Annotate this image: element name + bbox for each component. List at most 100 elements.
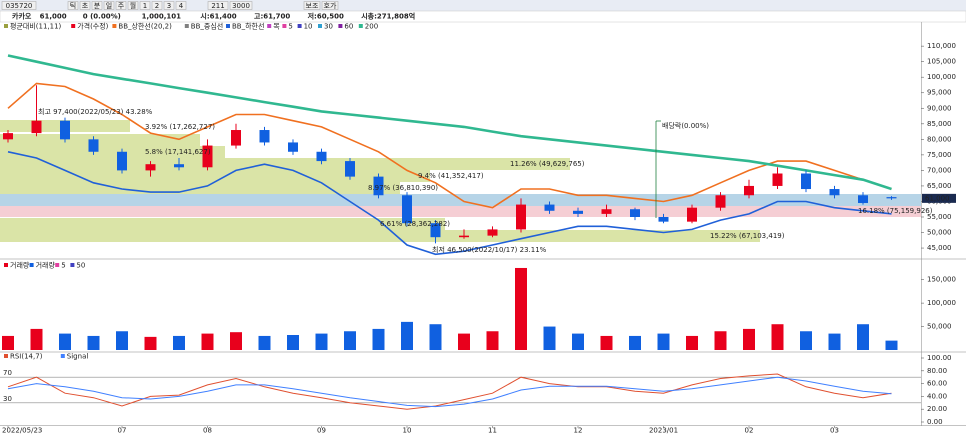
candle-body <box>430 223 441 238</box>
legend-label: 50 <box>76 262 85 270</box>
y-tick-label: 110,000 <box>927 42 956 50</box>
toolbar-button[interactable] <box>79 1 91 10</box>
legend-swatch <box>60 354 65 358</box>
volume-bar <box>87 335 100 350</box>
legend-label: BB_상한선(20,2) <box>118 22 172 31</box>
annotation: 16.18% (75,159,926) <box>858 207 933 215</box>
annotation: 배당락(0.00%) <box>662 121 709 130</box>
info-name: 카카오 <box>12 12 32 21</box>
legend-swatch <box>184 24 189 28</box>
toolbar-button[interactable] <box>115 1 127 10</box>
annotation: 8.97% (36,810,390) <box>368 184 438 192</box>
legend-label: 거래량 <box>36 261 56 270</box>
toolbar-button[interactable] <box>175 1 187 10</box>
toolbar-button[interactable] <box>139 1 151 10</box>
toolbar-button[interactable] <box>207 1 229 10</box>
toolbar-label[interactable]: 035720 <box>6 2 33 10</box>
legend-swatch <box>267 24 272 28</box>
legend-label: 가격(수정) <box>77 22 108 31</box>
toolbar-label[interactable]: 월 <box>130 1 136 10</box>
rsi-line <box>7 376 892 408</box>
candle-body <box>60 120 70 140</box>
info-high: 고:61,700 <box>254 13 290 21</box>
toolbar-bg <box>0 0 966 11</box>
candle-body <box>829 189 840 196</box>
toolbar-button[interactable] <box>303 1 321 10</box>
toolbar-label[interactable]: 분 <box>94 2 101 10</box>
toolbar-button[interactable] <box>67 1 79 10</box>
volume-bar <box>885 340 898 350</box>
toolbar-label[interactable]: 3000 <box>232 2 250 10</box>
y-tick-label: 100.00 <box>927 354 952 362</box>
legend-swatch <box>4 24 8 28</box>
toolbar-button[interactable] <box>151 1 163 10</box>
volume-bar <box>486 331 499 350</box>
legend-swatch <box>112 24 117 28</box>
toolbar-label[interactable]: 4 <box>179 2 184 10</box>
x-tick-label: 11 <box>488 427 497 434</box>
y-tick-label: 70,000 <box>927 166 952 174</box>
volume-bar <box>743 328 755 350</box>
volume-bar <box>857 324 869 350</box>
y-tick-label: 20.00 <box>927 405 947 413</box>
toolbar-button[interactable] <box>163 1 175 10</box>
toolbar-label[interactable]: 호가 <box>324 1 337 10</box>
legend-swatch <box>358 24 363 28</box>
legend-label: 평균대비(11,11) <box>10 22 62 31</box>
toolbar-button[interactable] <box>127 1 139 10</box>
volume-bar <box>515 267 527 350</box>
y-tick-label: 150,000 <box>927 276 956 284</box>
toolbar-button[interactable] <box>103 1 115 10</box>
annotation: 9.4% (41,352,417) <box>418 172 484 180</box>
y-tick-label: 100,000 <box>927 73 956 81</box>
info-low: 저:60,500 <box>308 12 344 21</box>
y-tick-label: 40.00 <box>927 392 947 400</box>
y-tick-label: 50,000 <box>927 323 952 331</box>
toolbar-label[interactable]: 틱 <box>70 1 76 10</box>
toolbar-button[interactable] <box>91 1 103 10</box>
volume-bar <box>372 328 385 350</box>
volume-bar <box>144 336 157 350</box>
toolbar-label[interactable]: 3 <box>167 2 171 10</box>
level-label: 30 <box>3 395 12 403</box>
candle-body <box>687 207 697 222</box>
y-tick-label: 0.00 <box>927 418 943 426</box>
toolbar-label[interactable]: 1 <box>143 2 147 10</box>
volume-bar <box>629 335 641 350</box>
legend-label: 60 <box>344 23 353 31</box>
legend-swatch <box>29 263 34 267</box>
candle-body <box>202 145 213 168</box>
y-tick-label: 55,000 <box>927 213 952 221</box>
toolbar-label[interactable]: 초 <box>82 2 89 10</box>
volume-bar <box>714 331 727 350</box>
toolbar-label[interactable]: 보조 <box>306 2 319 10</box>
y-tick-label: 95,000 <box>927 89 952 97</box>
info-change: 0 (0.00%) <box>83 13 121 21</box>
volume-bar <box>59 333 71 350</box>
toolbar-button[interactable] <box>1 1 37 10</box>
legend-label: Signal <box>67 353 89 361</box>
toolbar-button[interactable] <box>229 1 253 10</box>
y-tick-label: 80.00 <box>927 367 947 375</box>
toolbar-label[interactable]: 211 <box>211 2 224 10</box>
toolbar-label[interactable]: 주 <box>118 2 125 10</box>
volume-bar <box>30 328 43 350</box>
volume-bar <box>173 335 185 350</box>
x-tick-label: 10 <box>403 427 412 434</box>
candle-body <box>658 216 669 222</box>
x-tick-label: 2022/05/23 <box>2 427 42 434</box>
volume-bar <box>201 333 214 350</box>
y-tick-label: 85,000 <box>927 120 952 128</box>
annotation: 5.8% (17,141,627) <box>145 148 211 156</box>
legend-label: 5 <box>288 23 292 31</box>
last-price-box <box>922 193 956 203</box>
volume-bar <box>315 333 328 350</box>
x-tick-label: 12 <box>574 427 583 434</box>
annotation: 15.22% (67,103,419) <box>710 232 785 240</box>
legend-label: 거래량 <box>10 261 30 270</box>
toolbar-label[interactable]: 일 <box>106 1 112 10</box>
legend-swatch <box>338 24 343 28</box>
toolbar-label[interactable]: 2 <box>155 2 159 10</box>
toolbar-button[interactable] <box>321 1 339 10</box>
volume-profile-band <box>0 158 570 170</box>
